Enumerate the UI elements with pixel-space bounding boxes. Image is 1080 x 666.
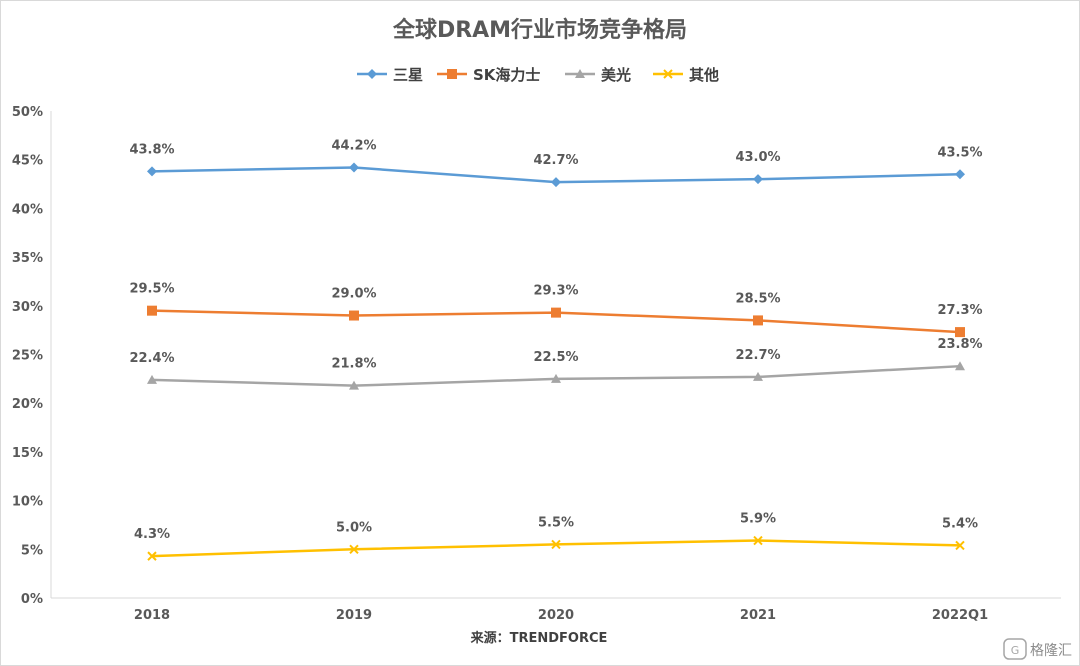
data-point — [551, 307, 561, 318]
legend-label: 三星 — [393, 66, 423, 84]
legend-item: 三星 — [357, 66, 423, 84]
series-2 — [147, 361, 965, 390]
data-point — [349, 544, 359, 555]
watermark-logo-glyph: G — [1011, 644, 1020, 657]
x-tick-label: 2022Q1 — [932, 608, 988, 623]
data-point — [349, 162, 359, 173]
data-point — [753, 535, 763, 546]
legend-label: 其他 — [689, 66, 719, 84]
y-tick-label: 30% — [12, 300, 43, 315]
source-note: 来源：TRENDFORCE — [470, 630, 608, 646]
data-label: 22.7% — [735, 348, 780, 363]
legend-marker — [575, 69, 585, 78]
data-point — [349, 310, 359, 321]
data-point — [147, 551, 157, 561]
data-label: 5.0% — [336, 520, 372, 535]
data-point — [551, 539, 561, 550]
y-tick-label: 35% — [12, 251, 43, 266]
data-label: 23.8% — [937, 337, 982, 352]
series-3 — [147, 535, 965, 561]
data-label: 4.3% — [134, 527, 170, 542]
data-point — [147, 166, 157, 177]
series-1 — [147, 305, 965, 338]
legend-label: SK海力士 — [473, 66, 540, 84]
data-point — [551, 373, 561, 383]
legend-marker — [663, 69, 673, 79]
y-tick-label: 15% — [12, 446, 43, 461]
data-point — [955, 361, 965, 371]
data-point — [147, 305, 157, 316]
data-label: 44.2% — [331, 138, 376, 153]
legend-item: 美光 — [565, 66, 631, 84]
legend-marker — [447, 69, 457, 79]
y-tick-label: 0% — [21, 592, 43, 607]
data-label: 42.7% — [533, 153, 578, 168]
data-point — [551, 177, 561, 188]
watermark-logo-icon — [1003, 638, 1027, 660]
data-label: 29.0% — [331, 287, 376, 302]
data-label: 22.5% — [533, 350, 578, 365]
data-label: 29.3% — [533, 284, 578, 299]
watermark-text: 格隆汇 — [1030, 643, 1072, 659]
data-label: 5.5% — [538, 515, 574, 530]
y-tick-label: 10% — [12, 495, 43, 510]
series-group — [147, 162, 965, 561]
data-label: 5.4% — [942, 516, 978, 531]
x-tick-label: 2021 — [740, 608, 776, 623]
data-label: 43.5% — [937, 145, 982, 160]
data-point — [955, 540, 965, 551]
y-tick-label: 40% — [12, 202, 43, 217]
data-label: 29.5% — [129, 282, 174, 297]
data-point — [955, 327, 965, 338]
data-label: 28.5% — [735, 291, 780, 306]
data-label: 5.9% — [740, 512, 776, 527]
chart-title: 全球DRAM行业市场竞争格局 — [392, 17, 687, 43]
data-label: 22.4% — [129, 351, 174, 366]
data-label: 21.8% — [331, 357, 376, 372]
y-tick-label: 25% — [12, 349, 43, 364]
legend-item: SK海力士 — [437, 66, 540, 84]
y-tick-label: 50% — [12, 105, 43, 120]
x-tick-label: 2018 — [134, 608, 170, 623]
series-line — [151, 539, 961, 558]
watermark: G 格隆汇 — [1003, 638, 1072, 660]
data-point — [349, 380, 359, 390]
data-point — [753, 174, 763, 185]
data-label: 27.3% — [937, 303, 982, 318]
legend-label: 美光 — [601, 66, 631, 84]
y-tick-label: 5% — [21, 543, 43, 558]
y-tick-label: 20% — [12, 397, 43, 412]
data-point — [753, 315, 763, 326]
data-point — [753, 371, 763, 381]
x-tick-label: 2020 — [538, 608, 574, 623]
data-point — [955, 169, 965, 180]
x-tick-label: 2019 — [336, 608, 372, 623]
data-label: 43.8% — [129, 142, 174, 157]
legend-marker — [367, 69, 377, 79]
y-tick-label: 45% — [12, 154, 43, 169]
data-labels: 43.8% 44.2% 42.7% 43.0% 43.5% 29.5% 29.0% 29.3%… — [129, 138, 982, 542]
legend: 三星 SK海力士 美光 其他 — [357, 66, 719, 84]
legend-item: 其他 — [653, 66, 719, 84]
data-point — [147, 374, 157, 384]
data-label: 43.0% — [735, 150, 780, 165]
axes: 0% 5% 10% 15% 20% 25% 30% 35% 40% 45% 50% 2018 2019 2… — [12, 105, 1061, 623]
series-0 — [147, 162, 965, 188]
